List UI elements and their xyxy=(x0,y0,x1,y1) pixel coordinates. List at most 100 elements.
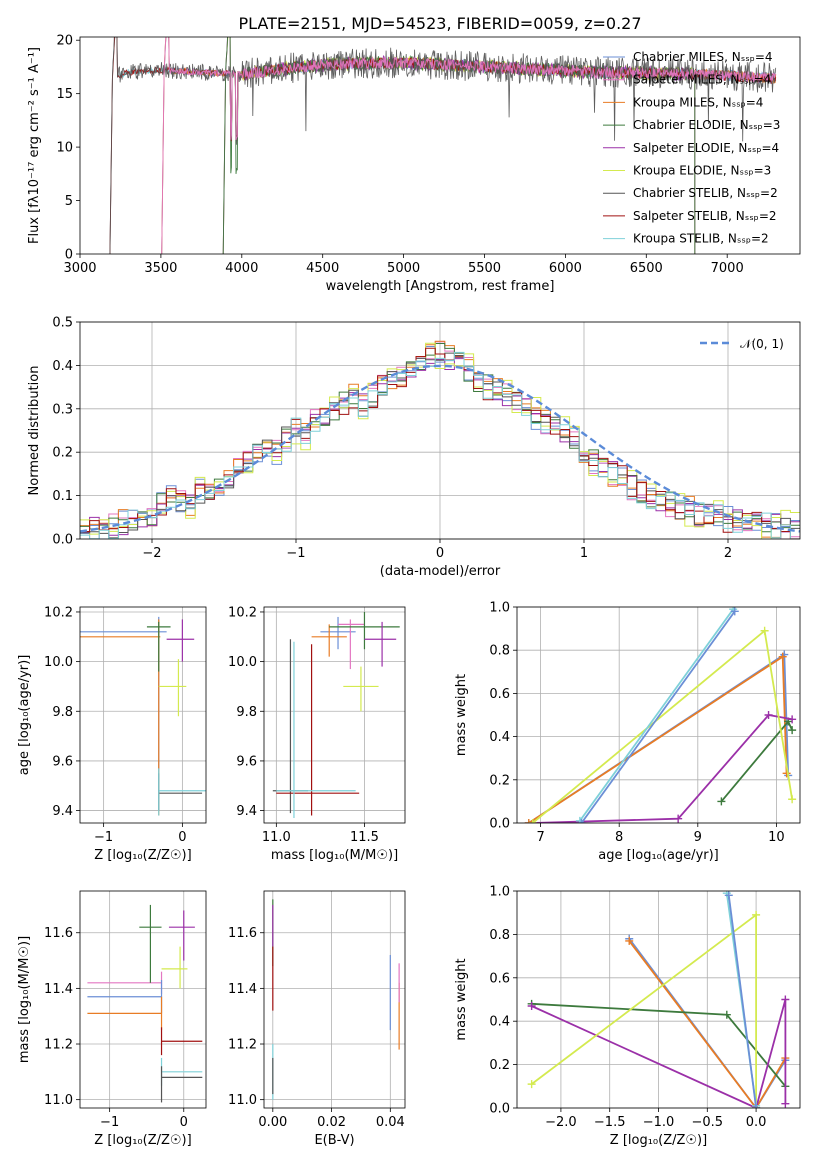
residuals-plot-area xyxy=(80,340,800,539)
y-tick-label: 0.3 xyxy=(52,402,73,417)
residual-histogram-step xyxy=(80,352,800,539)
errorbar-point xyxy=(276,644,360,816)
mass-weight-marker xyxy=(524,819,533,823)
y-tick-label: 0.4 xyxy=(489,730,510,745)
mass-weight-marker xyxy=(781,1099,790,1108)
mass-weight-marker xyxy=(764,711,773,719)
mass-weight-marker xyxy=(760,626,769,635)
errorbar-point xyxy=(139,904,162,983)
age-vs-z-plot-area xyxy=(80,616,206,816)
y-tick-label: 9.4 xyxy=(236,804,257,819)
errorbar-point xyxy=(166,619,195,662)
x-tick-label: 0.02 xyxy=(317,1115,346,1130)
massweight-vs-age-frame xyxy=(516,606,801,824)
mass-weight-marker xyxy=(752,910,761,919)
residuals-panel: −2 −1 0 1 2 0.0 0.1 0.2 0.3 0.4 0.5 (data-model)/er… xyxy=(27,316,801,579)
age-vs-z-axes: −1 0 9.4 9.6 9.8 10.0 10.2 Z [log₁₀(Z/Z☉)] age [… xyxy=(17,605,207,863)
y-tick-label: 15 xyxy=(56,87,73,102)
x-tick-label: 11.0 xyxy=(262,830,291,845)
massweight-vs-age-plot-area xyxy=(524,607,797,823)
y-tick-label: 1.0 xyxy=(489,601,510,616)
x-tick-label: 10 xyxy=(768,830,785,845)
y-tick-label: 0.2 xyxy=(489,1058,510,1073)
age-vs-z-frame xyxy=(79,606,207,824)
residual-histogram-step xyxy=(80,351,800,539)
legend-label: Kroupa MILES, Nₛₛₚ=4 xyxy=(633,95,763,109)
y-tick-label: 0.6 xyxy=(489,687,510,702)
y-tick-label: 9.8 xyxy=(52,705,73,720)
x-tick-label: 5500 xyxy=(468,261,501,276)
x-tick-label: 8 xyxy=(615,830,623,845)
errorbar-point xyxy=(343,666,379,712)
y-tick-label: 11.6 xyxy=(44,926,73,941)
x-tick-label: 0 xyxy=(178,830,186,845)
errorbar-point xyxy=(87,996,163,1031)
y-axis-label: Flux [fλ10⁻¹⁷ erg cm⁻² s⁻¹ A⁻¹] xyxy=(27,47,42,244)
x-tick-label: 7000 xyxy=(711,261,744,276)
errorbar-point xyxy=(87,980,163,1014)
residuals-legend: 𝒩(0, 1) xyxy=(700,337,784,351)
y-tick-label: 10 xyxy=(56,141,73,156)
x-tick-label: 4500 xyxy=(306,261,339,276)
normal-distribution-curve xyxy=(80,364,800,533)
spectrum-panel: 3000 3500 4000 4500 5000 5500 6000 6500 7000 0 5 10… xyxy=(27,34,801,294)
y-tick-label: 0.6 xyxy=(489,971,510,986)
residuals-grid xyxy=(80,321,800,540)
y-tick-label: 11.6 xyxy=(228,926,257,941)
age-vs-mass-axes: 11.0 11.5 9.4 9.6 9.8 10.0 10.2 mass [log₁₀(M/M… xyxy=(228,605,406,863)
x-tick-label: 0 xyxy=(436,546,444,561)
x-tick-label: −1 xyxy=(286,546,305,561)
mass-weight-marker xyxy=(788,795,797,804)
mass-weight-marker xyxy=(781,995,790,1004)
x-tick-label: 6000 xyxy=(549,261,582,276)
errorbar-point xyxy=(329,611,400,650)
mass-weight-marker xyxy=(724,891,733,900)
x-tick-label: 5000 xyxy=(387,261,420,276)
errorbar-point xyxy=(276,641,356,819)
y-tick-label: 0.5 xyxy=(52,316,73,331)
mass-weight-line xyxy=(532,714,793,823)
y-axis-label: age [log₁₀(age/yr)] xyxy=(17,655,32,776)
legend-label: 𝒩(0, 1) xyxy=(740,337,784,351)
spectrum-frame xyxy=(79,36,801,255)
errorbar-point xyxy=(161,946,188,989)
x-tick-label: −2 xyxy=(142,546,161,561)
y-tick-label: 0.4 xyxy=(489,1015,510,1030)
y-axis-label: Normed distribution xyxy=(27,366,42,496)
massweight-vs-age-grid xyxy=(517,606,800,824)
mass-weight-marker xyxy=(722,1010,731,1019)
mass-vs-ebv-grid xyxy=(264,891,405,1108)
residual-histogram-step xyxy=(80,345,800,539)
y-tick-label: 0.2 xyxy=(52,446,73,461)
mass-vs-ebv-axes: 0.00 0.02 0.04 11.0 11.2 11.4 11.6 E(B-V) xyxy=(228,890,406,1148)
mass-weight-marker xyxy=(788,726,797,735)
x-tick-label: 1 xyxy=(580,546,588,561)
x-tick-label: 0.00 xyxy=(258,1115,287,1130)
x-tick-label: 2 xyxy=(724,546,732,561)
y-tick-label: 0.8 xyxy=(489,928,510,943)
mass-weight-marker xyxy=(778,652,787,661)
errorbar-point xyxy=(146,621,171,672)
mass-vs-ebv-plot-area xyxy=(272,899,400,1100)
mass-weight-line xyxy=(580,610,736,823)
mass-weight-marker xyxy=(752,1104,761,1108)
y-tick-label: 20 xyxy=(56,34,73,49)
legend-label: Chabrier ELODIE, Nₛₛₚ=3 xyxy=(633,118,780,132)
x-tick-label: −1.0 xyxy=(643,1115,675,1130)
spectrum-series-line xyxy=(161,37,777,254)
mass-weight-line xyxy=(727,895,757,1108)
mass-vs-z-frame xyxy=(79,890,207,1109)
y-tick-label: 0.2 xyxy=(489,773,510,788)
errorbar-point xyxy=(158,659,187,717)
y-tick-label: 11.4 xyxy=(228,982,257,997)
massweight-vs-age-axes: 7 8 9 10 0.0 0.2 0.4 0.6 0.8 1.0 age [log₁₀(age/yr… xyxy=(454,601,801,863)
x-axis-label: wavelength [Angstrom, rest frame] xyxy=(326,279,555,294)
x-tick-label: −1 xyxy=(100,1115,119,1130)
spectrum-legend: Chabrier MILES, Nₛₛₚ=4 Salpeter MILES, Nₛ… xyxy=(603,50,780,246)
spectrum-series-line xyxy=(109,37,777,254)
x-tick-label: −0.5 xyxy=(692,1115,724,1130)
y-tick-label: 0.4 xyxy=(52,359,73,374)
errorbar-point xyxy=(364,621,397,667)
x-axis-label: Z [log₁₀(Z/Z☉)] xyxy=(94,1133,191,1148)
residuals-axes: −2 −1 0 1 2 0.0 0.1 0.2 0.3 0.4 0.5 (data-model)/er… xyxy=(27,316,801,579)
